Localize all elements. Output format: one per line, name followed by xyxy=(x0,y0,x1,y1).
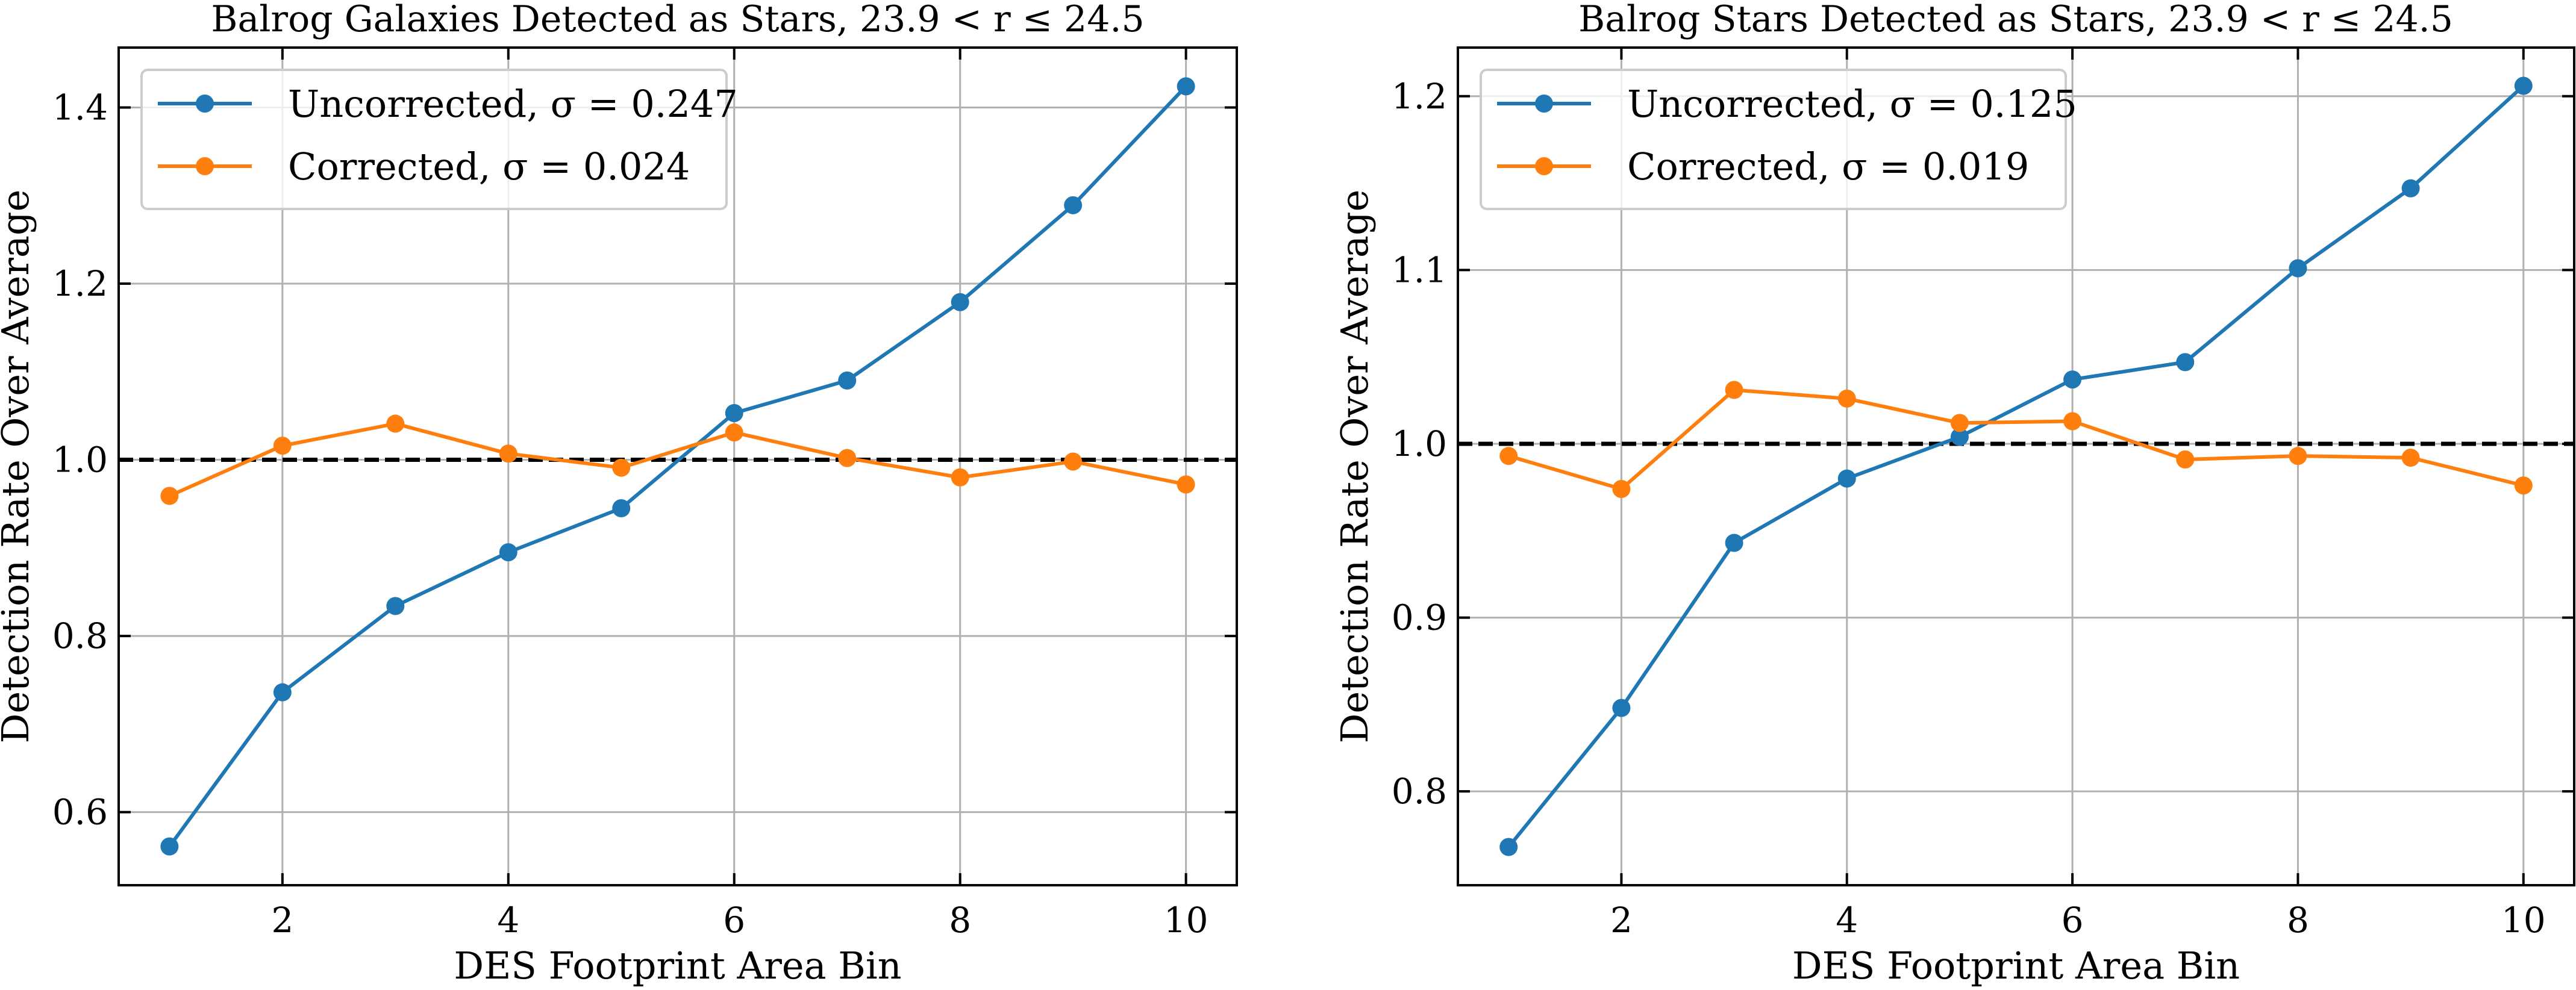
y-tick-label: 1.2 xyxy=(1392,76,1447,117)
panel-stars: Balrog Stars Detected as Stars, 23.9 < r… xyxy=(1333,0,2575,988)
data-point-uncorrected xyxy=(386,597,405,615)
ticks xyxy=(119,48,1237,885)
data-point-uncorrected xyxy=(1950,428,1969,446)
data-point-corrected xyxy=(2289,447,2307,465)
data-point-uncorrected xyxy=(273,683,292,702)
data-point-corrected xyxy=(386,414,405,433)
x-axis-label: DES Footprint Area Bin xyxy=(1792,944,2240,988)
series-layer xyxy=(1499,76,2533,856)
legend: Uncorrected, σ = 0.125 Corrected, σ = 0.… xyxy=(1480,69,2077,210)
chart-title: Balrog Stars Detected as Stars, 23.9 < r… xyxy=(1578,0,2453,40)
legend-marker-corrected xyxy=(196,157,214,175)
x-tick-label: 4 xyxy=(497,900,519,941)
data-point-corrected xyxy=(1950,414,1969,432)
y-tick-label: 1.0 xyxy=(52,440,108,481)
data-point-corrected xyxy=(1499,447,1518,465)
tick-labels: 2 4 6 8 10 0.6 0.8 1.0 1.2 1.4 xyxy=(52,87,1208,941)
data-point-uncorrected xyxy=(1064,196,1083,214)
x-tick-label: 2 xyxy=(271,900,293,941)
data-point-corrected xyxy=(838,449,857,467)
data-point-corrected xyxy=(725,423,743,442)
legend-marker-uncorrected xyxy=(1535,95,1553,113)
data-point-corrected xyxy=(1177,475,1195,494)
series-line-uncorrected xyxy=(167,85,1187,848)
series-layer xyxy=(160,77,1195,856)
legend-entry-uncorrected: Uncorrected, σ = 0.247 xyxy=(158,82,738,126)
tick-labels: 2 4 6 8 10 0.8 0.9 1.0 1.1 1.2 xyxy=(1392,76,2546,941)
series-line-corrected xyxy=(169,422,1187,498)
data-point-uncorrected xyxy=(2401,179,2420,198)
y-tick-label: 1.2 xyxy=(52,263,108,304)
data-point-corrected xyxy=(160,487,179,505)
y-tick-label: 0.8 xyxy=(1392,771,1447,812)
data-point-corrected xyxy=(273,437,292,455)
y-tick-label: 0.9 xyxy=(1392,597,1447,638)
data-point-corrected xyxy=(2514,476,2533,495)
x-tick-label: 2 xyxy=(1610,900,1633,941)
data-point-uncorrected xyxy=(1837,469,1856,488)
axes-frame xyxy=(1457,46,2575,886)
data-point-corrected xyxy=(951,468,969,487)
x-tick-label: 4 xyxy=(1836,900,1858,941)
data-point-corrected xyxy=(612,458,631,477)
data-point-uncorrected xyxy=(612,499,631,517)
data-point-uncorrected xyxy=(1499,838,1518,856)
legend-marker-uncorrected xyxy=(196,95,214,113)
x-tick-label: 6 xyxy=(723,900,745,941)
x-tick-label: 8 xyxy=(2287,900,2309,941)
data-point-uncorrected xyxy=(838,371,857,390)
data-point-uncorrected xyxy=(1177,77,1195,96)
legend-label-uncorrected: Uncorrected, σ = 0.247 xyxy=(288,82,738,126)
y-tick-label: 0.6 xyxy=(52,792,108,833)
y-tick-label: 0.8 xyxy=(52,615,108,656)
x-tick-label: 10 xyxy=(2501,900,2546,941)
data-point-corrected xyxy=(1064,452,1083,471)
legend-label-corrected: Corrected, σ = 0.024 xyxy=(288,145,690,188)
data-point-uncorrected xyxy=(951,293,969,311)
legend-box xyxy=(1480,69,2067,210)
data-point-uncorrected xyxy=(2514,76,2533,95)
data-point-uncorrected xyxy=(2289,259,2307,278)
data-point-corrected xyxy=(1612,480,1631,499)
data-point-corrected xyxy=(1837,389,1856,408)
data-point-corrected xyxy=(2063,412,2082,431)
x-axis-label: DES Footprint Area Bin xyxy=(454,944,901,988)
data-point-uncorrected xyxy=(725,404,743,423)
data-point-uncorrected xyxy=(2176,353,2195,372)
data-point-uncorrected xyxy=(2063,370,2082,389)
y-tick-label: 1.4 xyxy=(52,87,108,128)
data-point-corrected xyxy=(2401,449,2420,467)
axes-frame xyxy=(117,46,1238,886)
data-point-uncorrected xyxy=(1612,699,1631,717)
data-point-uncorrected xyxy=(1725,534,1743,552)
legend-entry-corrected: Corrected, σ = 0.024 xyxy=(158,145,690,188)
data-point-corrected xyxy=(2176,450,2195,469)
data-point-corrected xyxy=(499,444,517,463)
y-tick-label: 1.1 xyxy=(1392,249,1447,290)
panel-galaxies: Balrog Galaxies Detected as Stars, 23.9 … xyxy=(0,0,1238,988)
legend: Uncorrected, σ = 0.247 Corrected, σ = 0.… xyxy=(140,69,738,210)
x-tick-label: 10 xyxy=(1164,900,1208,941)
x-tick-label: 6 xyxy=(2062,900,2084,941)
legend-label-uncorrected: Uncorrected, σ = 0.125 xyxy=(1627,82,2077,126)
legend-marker-corrected xyxy=(1535,157,1553,175)
series-line-uncorrected xyxy=(1507,84,2525,848)
legend-entry-uncorrected: Uncorrected, σ = 0.125 xyxy=(1497,82,2077,126)
y-axis-label: Detection Rate Over Average xyxy=(0,190,37,744)
legend-entry-corrected: Corrected, σ = 0.019 xyxy=(1497,145,2029,188)
legend-box xyxy=(140,69,728,210)
data-point-corrected xyxy=(1725,381,1743,399)
y-tick-label: 1.0 xyxy=(1392,423,1447,464)
data-point-uncorrected xyxy=(160,837,179,856)
y-axis-label: Detection Rate Over Average xyxy=(1333,190,1377,744)
chart-title: Balrog Galaxies Detected as Stars, 23.9 … xyxy=(211,0,1144,40)
legend-label-corrected: Corrected, σ = 0.019 xyxy=(1627,145,2029,188)
ticks xyxy=(1458,48,2574,885)
data-point-uncorrected xyxy=(499,543,517,562)
series-line-corrected xyxy=(1508,388,2524,491)
x-tick-label: 8 xyxy=(949,900,971,941)
